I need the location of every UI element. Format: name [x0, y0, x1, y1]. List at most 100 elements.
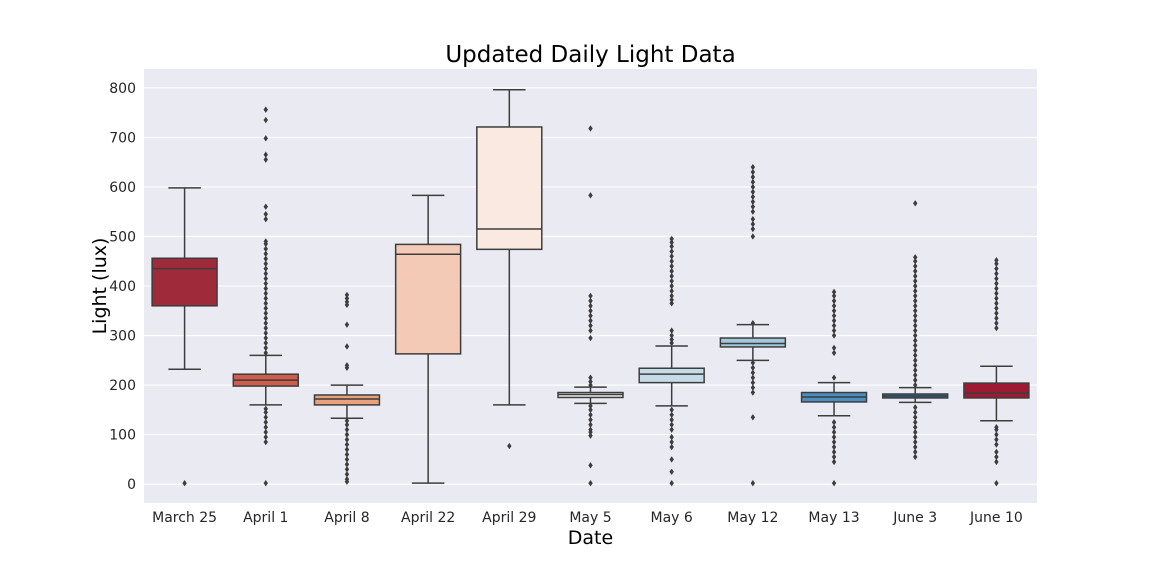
- outlier-point: [750, 193, 756, 201]
- outlier-point: [913, 287, 918, 295]
- outlier-point: [263, 270, 268, 277]
- outlier-point: [588, 125, 593, 132]
- iqr-box: [963, 382, 1030, 399]
- outlier-point: [263, 433, 268, 441]
- box-april-1: [232, 106, 299, 487]
- outlier-point: [263, 479, 268, 487]
- outlier-point: [263, 414, 268, 421]
- outlier-point: [994, 319, 999, 327]
- outlier-point: [913, 381, 918, 389]
- outlier-point: [750, 203, 756, 210]
- x-tick-labels: March 25 April 1 April 8 April 22 April 29 Ma…: [152, 510, 1023, 526]
- outlier-point: [263, 310, 268, 317]
- outlier-point: [913, 367, 918, 374]
- outlier-point: [831, 344, 837, 352]
- outlier-point: [263, 334, 268, 342]
- outlier-point: [263, 275, 268, 282]
- outlier-point: [588, 327, 593, 334]
- iqr-box: [476, 126, 543, 251]
- outlier-point: [669, 267, 674, 275]
- outlier-point: [263, 215, 268, 223]
- outlier-point: [831, 327, 837, 334]
- outlier-point: [669, 262, 674, 270]
- outlier-point: [750, 374, 756, 381]
- outlier-point: [831, 292, 837, 300]
- outlier-point: [669, 272, 674, 280]
- outlier-point: [913, 200, 918, 207]
- outlier-point: [913, 376, 918, 384]
- outlier-point: [913, 292, 918, 300]
- outlier-point: [588, 411, 593, 419]
- outlier-point: [831, 423, 837, 431]
- outlier-point: [669, 235, 674, 243]
- x-tick-label: June 3: [892, 510, 937, 526]
- outlier-point: [913, 409, 918, 416]
- outlier-point: [669, 479, 674, 487]
- outlier-point: [750, 364, 756, 371]
- outlier-point: [994, 448, 999, 456]
- box-april-22: [394, 194, 462, 484]
- outlier-point: [263, 250, 268, 257]
- box-april-29: [476, 89, 543, 450]
- y-tick-label: 600: [109, 180, 136, 196]
- outlier-point: [263, 319, 268, 327]
- outlier-point: [344, 436, 350, 443]
- outlier-point: [588, 317, 593, 324]
- outlier-point: [263, 295, 268, 302]
- outlier-point: [994, 275, 999, 282]
- outlier-point: [344, 417, 350, 424]
- box-april-8: [313, 291, 381, 485]
- outlier-point: [913, 371, 918, 379]
- outlier-point: [588, 292, 593, 300]
- outlier-point: [263, 349, 268, 357]
- outlier-point: [263, 438, 268, 446]
- outlier-point: [750, 178, 756, 186]
- outlier-point: [750, 359, 756, 366]
- outlier-point: [750, 220, 756, 228]
- outlier-point: [994, 257, 999, 264]
- outlier-point: [750, 168, 756, 176]
- outlier-point: [588, 406, 593, 414]
- y-tick-label: 500: [109, 229, 136, 245]
- chart-title: Updated Daily Light Data: [445, 42, 735, 68]
- outlier-point: [913, 332, 918, 339]
- outlier-point: [669, 443, 674, 451]
- outlier-point: [263, 280, 268, 287]
- outlier-point: [344, 298, 350, 306]
- outlier-point: [994, 305, 999, 312]
- outlier-point: [344, 426, 350, 433]
- outlier-point: [750, 208, 756, 215]
- outlier-point: [994, 260, 999, 267]
- outlier-point: [831, 302, 837, 310]
- outlier-point: [750, 384, 756, 391]
- outlier-point: [588, 432, 593, 439]
- outlier-point: [913, 433, 918, 441]
- outlier-point: [344, 466, 350, 473]
- outlier-point: [913, 404, 918, 411]
- outlier-point: [994, 453, 999, 461]
- x-tick-label: May 12: [727, 510, 778, 526]
- outlier-point: [913, 302, 918, 310]
- outlier-point: [588, 426, 593, 433]
- outlier-point: [913, 352, 918, 359]
- outlier-point: [344, 431, 350, 438]
- outlier-point: [263, 151, 268, 158]
- outlier-point: [669, 287, 674, 295]
- outlier-point: [344, 471, 350, 478]
- outlier-point: [669, 426, 674, 433]
- outlier-point: [994, 458, 999, 466]
- outlier-point: [994, 436, 999, 443]
- outlier-point: [750, 225, 756, 233]
- outlier-point: [263, 305, 268, 312]
- outlier-point: [263, 339, 268, 347]
- outlier-point: [588, 374, 593, 381]
- outlier-point: [588, 302, 593, 310]
- outlier-point: [263, 203, 268, 210]
- outlier-point: [344, 446, 350, 453]
- y-tick-label: 300: [109, 329, 136, 345]
- outlier-point: [913, 307, 918, 314]
- outlier-point: [669, 292, 674, 300]
- outlier-point: [831, 438, 837, 446]
- outlier-point: [588, 334, 593, 342]
- x-tick-label: April 8: [324, 510, 369, 526]
